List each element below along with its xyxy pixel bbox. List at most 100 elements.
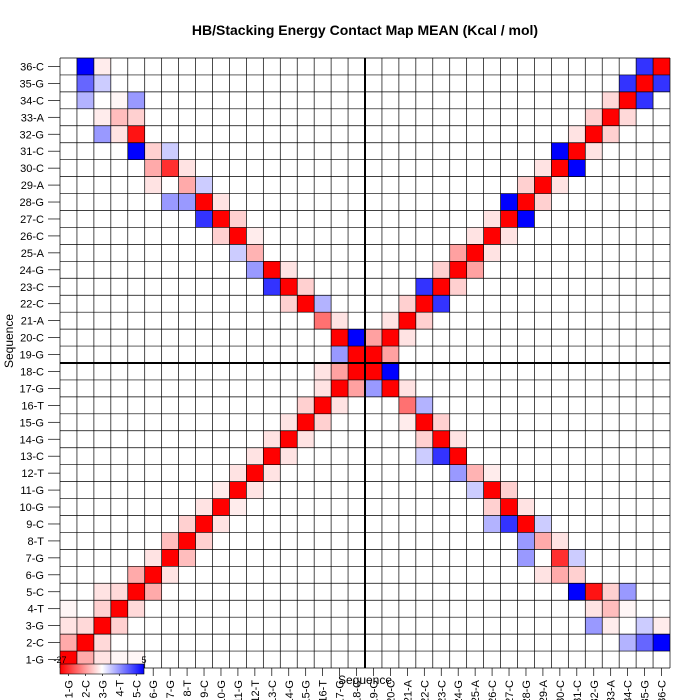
heatmap-cell	[585, 583, 603, 601]
heatmap-cell	[534, 193, 552, 211]
x-tick-label: 27-C	[504, 680, 516, 700]
grid-lines	[59, 57, 671, 669]
heatmap-cell	[483, 210, 501, 228]
heatmap-cell	[517, 532, 535, 550]
color-scale-bar	[59, 663, 145, 675]
x-tick-label: 20-C	[385, 680, 397, 700]
y-tick-label: 2-C	[26, 638, 44, 650]
y-tick-labels: 1-G 2-C 3-G 4-T 5-C 6-G 7-G 8-T 9-C 10-G 11-G 12-T 1…	[20, 61, 60, 667]
x-tick-label: 35-G	[640, 680, 652, 700]
heatmap-cell	[568, 125, 586, 143]
chart-title: HB/Stacking Energy Contact Map MEAN (Kca…	[192, 22, 538, 38]
heatmap-cell	[432, 447, 450, 465]
x-tick-label: 4-T	[114, 680, 126, 697]
heatmap-cell	[161, 193, 179, 211]
heatmap-cell	[212, 227, 230, 245]
heatmap-cell	[534, 159, 552, 177]
heatmap-cell	[212, 515, 230, 533]
heatmap-cell	[297, 396, 315, 414]
heatmap-cell	[93, 58, 111, 75]
heatmap-cell	[653, 634, 670, 652]
x-tick-label: 23-C	[436, 680, 448, 700]
heatmap-cell	[297, 278, 315, 296]
heatmap-cell	[483, 498, 501, 516]
heatmap-cell	[568, 142, 586, 160]
heatmap-cell	[280, 447, 298, 465]
x-tick-label: 30-C	[555, 680, 567, 700]
heatmap-cell	[398, 329, 416, 347]
heatmap-cell	[229, 210, 247, 228]
heatmap-cell	[517, 193, 535, 211]
y-tick-label: 8-T	[28, 536, 45, 548]
heatmap-cell	[348, 329, 365, 347]
x-tick-label: 32-G	[589, 680, 601, 700]
heatmap-cell	[263, 464, 281, 482]
heatmap-cell	[568, 549, 586, 567]
heatmap-cell	[331, 363, 349, 380]
heatmap-cell	[534, 566, 552, 584]
heatmap-cell	[93, 583, 111, 601]
heatmap-cell	[415, 430, 433, 448]
heatmap-cell	[127, 600, 145, 618]
heatmap-cell	[127, 566, 145, 584]
heatmap-cell	[415, 295, 433, 313]
x-tick-label: 33-A	[606, 679, 618, 700]
heatmap-cell	[280, 413, 298, 431]
heatmap-cell	[398, 312, 416, 330]
x-tick-label: 16-T	[318, 680, 330, 700]
heatmap-cell	[653, 74, 670, 92]
heatmap-cell	[415, 278, 433, 296]
heatmap-cell	[144, 583, 162, 601]
heatmap-cell	[449, 464, 467, 482]
heatmap-cell	[653, 617, 670, 635]
heatmap-cell	[144, 549, 162, 567]
heatmap-cell	[144, 176, 162, 194]
heatmap-cell	[127, 142, 145, 160]
heatmap-cell	[466, 244, 484, 262]
x-tick-label: 10-G	[216, 680, 228, 700]
heatmap-cell	[212, 193, 230, 211]
heatmap-cell	[314, 396, 332, 414]
heatmap-cell	[348, 363, 365, 380]
heatmap-cell	[297, 295, 315, 313]
y-tick-label: 17-G	[20, 383, 44, 395]
heatmap-cell	[93, 634, 111, 652]
heatmap-cell	[280, 278, 298, 296]
heatmap-cell	[534, 532, 552, 550]
heatmap-cell	[381, 329, 399, 347]
heatmap-cell	[263, 430, 281, 448]
heatmap-cell	[381, 363, 399, 380]
heatmap-cell	[263, 278, 281, 296]
heatmap-cell	[602, 108, 620, 126]
x-tick-label: 6-G	[148, 680, 160, 698]
heatmap-cell	[110, 108, 128, 126]
y-tick-label: 10-G	[20, 502, 44, 514]
heatmap-cell	[534, 176, 552, 194]
heatmap-cell	[314, 413, 332, 431]
x-tick-label: 21-A	[402, 679, 414, 700]
x-tick-label: 9-C	[199, 680, 211, 698]
heatmap-cell	[483, 464, 501, 482]
heatmap-cell	[432, 413, 450, 431]
heatmap-cell	[263, 447, 281, 465]
y-tick-label: 5-C	[26, 587, 44, 599]
heatmap-cell	[568, 159, 586, 177]
heatmap-cell	[619, 74, 637, 92]
x-tick-label: 29-A	[538, 679, 550, 700]
y-tick-label: 16-T	[21, 400, 44, 412]
heatmap-cell	[500, 481, 518, 499]
heatmap-cell	[195, 532, 213, 550]
y-tick-label: 6-G	[26, 570, 44, 582]
x-tick-label: 19-G	[368, 680, 380, 700]
heatmap-cell	[161, 159, 179, 177]
heatmap-cell	[127, 125, 145, 143]
heatmap-cell	[76, 617, 94, 635]
heatmap-cell	[500, 193, 518, 211]
y-tick-label: 31-C	[20, 146, 44, 158]
heatmap-cell	[110, 91, 128, 109]
y-tick-label: 7-G	[26, 553, 44, 565]
heatmap-cell	[500, 515, 518, 533]
heatmap-cell	[229, 244, 247, 262]
heatmap-cell	[398, 413, 416, 431]
x-tick-label: 17-G	[335, 680, 347, 700]
